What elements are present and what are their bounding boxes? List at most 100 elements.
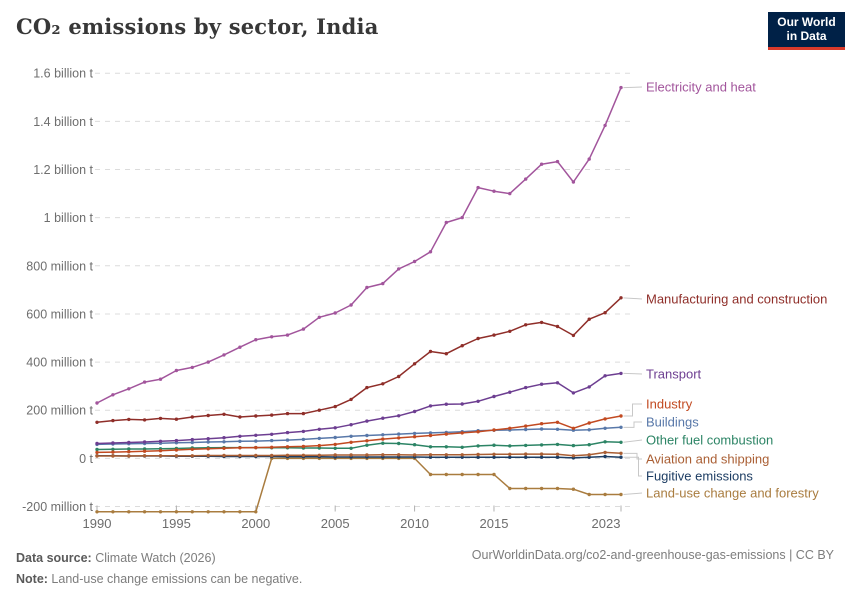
series-point-electricity-and-heat-1997 [206, 360, 210, 364]
series-point-other-fuel-combustion-2014 [476, 444, 480, 448]
series-point-industry-2013 [460, 431, 464, 435]
x-axis-label-2010: 2010 [400, 516, 429, 531]
series-point-electricity-and-heat-2001 [270, 335, 274, 339]
series-line-land-use-change-and-forestry[interactable] [96, 457, 622, 513]
series-label-electricity-and-heat[interactable]: Electricity and heat [646, 80, 756, 95]
series-point-transport-2020 [571, 391, 576, 395]
series-label-manufacturing-and-construction[interactable]: Manufacturing and construction [646, 292, 827, 307]
series-point-transport-2012 [444, 402, 448, 406]
series-point-transport-2014 [476, 399, 480, 403]
series-point-manufacturing-and-construction-1993 [142, 418, 147, 422]
series-point-other-fuel-combustion-2007 [365, 443, 369, 447]
series-line-manufacturing-and-construction[interactable] [96, 297, 622, 424]
series-point-transport-1991 [111, 441, 115, 445]
series-point-electricity-and-heat-2016 [508, 191, 512, 196]
y-axis-label-800: 800 million t [26, 259, 93, 273]
series-point-aviation-and-shipping-2001 [270, 453, 274, 458]
label-connector-manufacturing-and-construction [623, 297, 643, 300]
series-point-transport-2016 [508, 390, 512, 394]
owid-logo-line1: Our World [777, 15, 836, 29]
series-point-land-use-change-and-forestry-2016 [508, 486, 512, 491]
series-point-electricity-and-heat-2017 [524, 177, 528, 181]
series-point-manufacturing-and-construction-2001 [270, 413, 274, 417]
series-point-electricity-and-heat-1991 [111, 393, 115, 397]
owid-url-link[interactable]: OurWorldinData.org/co2-and-greenhouse-ga… [471, 548, 834, 562]
series-point-manufacturing-and-construction-1996 [190, 415, 194, 419]
series-point-buildings-1996 [190, 440, 194, 445]
series-point-other-fuel-combustion-2022 [603, 440, 607, 444]
series-point-aviation-and-shipping-1997 [206, 453, 210, 458]
label-connector-fugitive-emissions [623, 456, 642, 477]
series-point-transport-2004 [317, 427, 321, 431]
series-point-electricity-and-heat-2018 [539, 162, 544, 166]
series-point-industry-2015 [492, 428, 496, 432]
series-line-industry[interactable] [96, 415, 622, 454]
series-point-industry-2022 [603, 417, 607, 421]
series-point-land-use-change-and-forestry-1992 [127, 510, 131, 514]
series-point-electricity-and-heat-1995 [174, 368, 179, 373]
series-label-aviation-and-shipping[interactable]: Aviation and shipping [646, 452, 769, 467]
series-point-transport-2000 [254, 433, 258, 437]
series-label-fugitive-emissions[interactable]: Fugitive emissions [646, 469, 753, 484]
series-point-manufacturing-and-construction-2000 [254, 414, 258, 418]
series-point-electricity-and-heat-2020 [571, 180, 576, 184]
series-point-land-use-change-and-forestry-2022 [603, 492, 607, 497]
series-point-land-use-change-and-forestry-1996 [190, 510, 194, 514]
series-point-buildings-2019 [555, 427, 560, 431]
series-point-aviation-and-shipping-2013 [460, 453, 464, 457]
series-point-transport-2022 [603, 374, 607, 378]
series-point-fugitive-emissions-2012 [444, 455, 448, 459]
series-line-aviation-and-shipping[interactable] [96, 451, 622, 457]
series-line-other-fuel-combustion[interactable] [96, 441, 622, 451]
series-point-aviation-and-shipping-2011 [428, 453, 433, 457]
series-point-land-use-change-and-forestry-2011 [428, 472, 433, 477]
series-line-electricity-and-heat[interactable] [96, 86, 622, 404]
series-point-other-fuel-combustion-1992 [127, 447, 131, 451]
y-axis-label-600: 600 million t [26, 307, 93, 321]
series-point-industry-2011 [428, 433, 433, 438]
series-point-other-fuel-combustion-2018 [539, 443, 544, 447]
series-point-aviation-and-shipping-1998 [222, 453, 226, 458]
series-point-buildings-2010 [412, 431, 417, 436]
x-axis-label-1995: 1995 [162, 516, 191, 531]
x-axis-label-2023: 2023 [592, 516, 621, 531]
series-point-aviation-and-shipping-2002 [285, 453, 290, 457]
series-point-manufacturing-and-construction-1990 [95, 420, 99, 424]
series-line-buildings[interactable] [96, 426, 622, 446]
series-point-buildings-1998 [222, 440, 226, 444]
series-label-transport[interactable]: Transport [646, 367, 702, 382]
series-point-aviation-and-shipping-2016 [508, 452, 512, 456]
series-point-electricity-and-heat-1994 [158, 377, 163, 381]
series-point-transport-2013 [460, 402, 464, 406]
series-point-aviation-and-shipping-2020 [571, 454, 576, 458]
source-value: Climate Watch (2026) [91, 551, 216, 565]
series-point-buildings-2022 [603, 426, 607, 430]
series-point-electricity-and-heat-2021 [587, 157, 591, 161]
series-point-other-fuel-combustion-2008 [381, 441, 385, 445]
series-label-land-use-change-and-forestry[interactable]: Land-use change and forestry [646, 486, 819, 501]
series-point-land-use-change-and-forestry-2018 [539, 486, 544, 491]
series-point-aviation-and-shipping-2017 [524, 452, 528, 456]
series-line-transport[interactable] [96, 372, 622, 445]
series-point-manufacturing-and-construction-2005 [333, 404, 337, 409]
series-point-transport-2008 [381, 416, 385, 420]
series-point-aviation-and-shipping-2005 [333, 453, 337, 457]
series-point-land-use-change-and-forestry-1994 [158, 510, 163, 514]
series-point-electricity-and-heat-2008 [381, 281, 385, 286]
series-point-land-use-change-and-forestry-2014 [476, 472, 480, 477]
series-point-manufacturing-and-construction-1995 [174, 417, 179, 421]
series-point-land-use-change-and-forestry-2015 [492, 472, 496, 477]
y-axis-label-0: 0 t [79, 452, 93, 466]
series-point-land-use-change-and-forestry-1991 [111, 510, 115, 514]
series-point-manufacturing-and-construction-2018 [539, 320, 544, 325]
owid-logo[interactable]: Our World in Data [768, 12, 845, 50]
series-label-other-fuel-combustion[interactable]: Other fuel combustion [646, 433, 773, 448]
series-point-fugitive-emissions-2023 [619, 455, 623, 459]
series-point-manufacturing-and-construction-2011 [428, 349, 433, 354]
series-point-industry-2019 [555, 420, 560, 424]
series-label-buildings[interactable]: Buildings [646, 415, 699, 430]
series-point-buildings-2009 [397, 432, 401, 436]
series-label-industry[interactable]: Industry [646, 397, 693, 412]
series-point-other-fuel-combustion-2004 [317, 446, 321, 450]
